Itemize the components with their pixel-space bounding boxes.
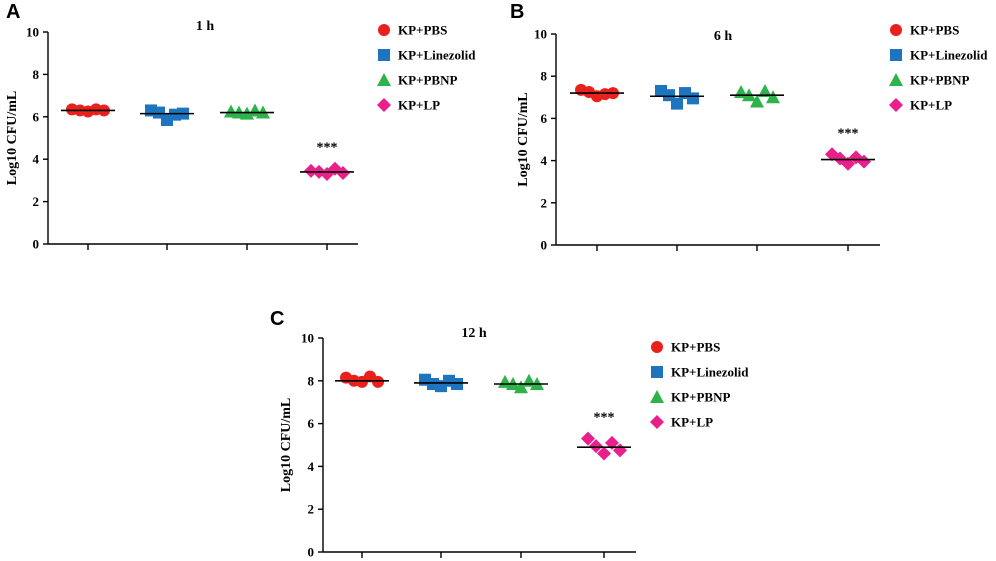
legend-label: KP+Linezolid <box>910 48 988 63</box>
group-kp-lp: *** <box>821 126 875 171</box>
data-point <box>687 92 699 105</box>
legend-label: KP+PBS <box>910 23 959 38</box>
y-tick-label: 0 <box>33 237 40 252</box>
y-tick-label: 8 <box>33 67 40 82</box>
legend-marker <box>378 49 390 61</box>
legend: KP+PBS KP+Linezolid KP+PBNP KP+LP <box>377 23 476 113</box>
chart-panel-a: A 1 h Log10 CFU/mL 0 2 4 6 8 10 *** KP+PBS KP+Linez… <box>5 1 476 252</box>
legend-marker <box>650 415 664 429</box>
data-point <box>581 431 595 446</box>
y-tick-label: 4 <box>308 459 315 474</box>
data-point <box>766 90 780 104</box>
legend-marker <box>889 73 903 86</box>
data-point <box>671 97 683 110</box>
group-kp-pbs <box>335 370 389 388</box>
group-kp-pbs <box>61 103 115 118</box>
y-axis-label: Log10 CFU/mL <box>516 92 531 187</box>
y-tick-label: 10 <box>26 25 39 40</box>
chart-title: 12 h <box>461 326 487 341</box>
significance-annotation: *** <box>317 141 338 156</box>
data-point <box>514 380 528 394</box>
chart-title: 1 h <box>196 19 215 34</box>
y-tick-label: 2 <box>33 194 40 209</box>
group-kp-pbnp <box>494 373 548 394</box>
group-kp-linezolid <box>650 84 704 110</box>
legend-marker <box>889 98 903 112</box>
y-tick-label: 2 <box>541 195 548 210</box>
legend-label: KP+Linezolid <box>398 48 476 63</box>
legend-marker <box>890 49 902 61</box>
y-tick-label: 8 <box>308 373 315 388</box>
y-tick-label: 4 <box>33 152 40 167</box>
legend-marker <box>378 24 390 36</box>
legend-label: KP+LP <box>910 98 952 113</box>
y-tick-label: 8 <box>541 69 548 84</box>
legend-marker <box>377 98 391 112</box>
legend-label: KP+PBNP <box>671 390 730 405</box>
legend-marker <box>377 73 391 86</box>
significance-annotation: *** <box>838 126 859 141</box>
legend-label: KP+PBNP <box>910 73 969 88</box>
legend-marker <box>651 366 663 378</box>
legend-marker <box>650 390 664 403</box>
legend-marker <box>890 24 902 36</box>
legend: KP+PBS KP+Linezolid KP+PBNP KP+LP <box>650 340 749 430</box>
legend-label: KP+LP <box>671 415 713 430</box>
y-axis-label: Log10 CFU/mL <box>5 91 20 186</box>
legend-label: KP+PBNP <box>398 73 457 88</box>
chart-title: 6 h <box>714 29 733 44</box>
significance-annotation: *** <box>594 411 615 426</box>
legend-label: KP+Linezolid <box>671 365 749 380</box>
data-point <box>589 439 603 454</box>
legend-label: KP+LP <box>398 98 440 113</box>
y-axis-label: Log10 CFU/mL <box>279 398 294 493</box>
y-tick-label: 6 <box>308 416 315 431</box>
y-tick-label: 0 <box>308 545 315 560</box>
group-kp-linezolid <box>140 104 194 126</box>
data-point <box>451 378 463 391</box>
legend: KP+PBS KP+Linezolid KP+PBNP KP+LP <box>889 23 988 113</box>
y-tick-label: 6 <box>541 111 548 126</box>
legend-label: KP+PBS <box>398 23 447 38</box>
data-point <box>758 83 772 97</box>
y-tick-label: 0 <box>541 238 548 253</box>
legend-label: KP+PBS <box>671 340 720 355</box>
group-kp-lp: *** <box>577 411 631 461</box>
group-kp-lp: *** <box>300 141 354 182</box>
data-point <box>372 375 384 388</box>
chart-panel-c: C 12 h Log10 CFU/mL 0 2 4 6 8 10 *** KP+PBS KP+Line… <box>270 308 749 560</box>
y-tick-label: 10 <box>534 27 547 42</box>
group-kp-pbs <box>570 83 624 103</box>
data-point <box>597 446 611 461</box>
group-kp-pbnp <box>220 103 274 120</box>
data-point <box>336 165 350 180</box>
y-tick-label: 6 <box>33 109 40 124</box>
legend-marker <box>651 341 663 353</box>
y-tick-label: 4 <box>541 153 548 168</box>
y-tick-label: 2 <box>308 502 315 517</box>
data-point <box>750 94 764 108</box>
panel-letter: C <box>270 308 284 330</box>
panel-letter: A <box>6 1 20 23</box>
chart-panel-b: B 6 h Log10 CFU/mL 0 2 4 6 8 10 *** KP+PBS KP+Linez… <box>510 1 988 253</box>
panel-letter: B <box>510 1 524 23</box>
data-point <box>857 154 871 169</box>
group-kp-pbnp <box>730 83 784 108</box>
group-kp-linezolid <box>414 373 468 393</box>
y-tick-label: 10 <box>301 331 314 346</box>
